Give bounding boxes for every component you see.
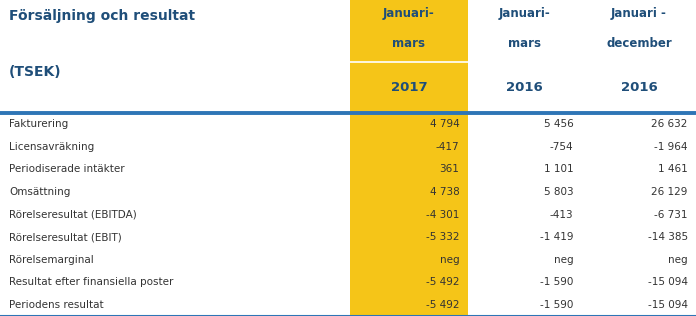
Bar (582, 113, 696, 136)
Text: -1 419: -1 419 (540, 232, 574, 242)
Text: -14 385: -14 385 (647, 232, 688, 242)
Bar (468, 271, 582, 294)
Text: -754: -754 (550, 142, 574, 152)
Bar (0, 0, 350, 113)
Bar (350, 203, 468, 226)
Bar (0, 226, 350, 248)
Text: Januari-: Januari- (383, 7, 435, 20)
Bar (350, 181, 468, 203)
Text: Rörelseresultat (EBIT): Rörelseresultat (EBIT) (9, 232, 122, 242)
Text: Periodiserade intäkter: Periodiserade intäkter (9, 165, 125, 174)
Bar (582, 294, 696, 316)
Text: 2017: 2017 (390, 81, 427, 94)
Text: Licensavräkning: Licensavräkning (9, 142, 94, 152)
Text: -5 332: -5 332 (426, 232, 459, 242)
Bar (582, 181, 696, 203)
Text: mars: mars (508, 37, 541, 50)
Bar (350, 158, 468, 181)
Bar (350, 0, 468, 113)
Text: Januari -: Januari - (611, 7, 667, 20)
Bar (582, 0, 696, 113)
Text: december: december (606, 37, 672, 50)
Bar (582, 136, 696, 158)
Text: -6 731: -6 731 (654, 210, 688, 220)
Text: neg: neg (440, 255, 459, 264)
Text: Rörelsemarginal: Rörelsemarginal (9, 255, 94, 264)
Bar (350, 226, 468, 248)
Text: Periodens resultat: Periodens resultat (9, 300, 104, 310)
Bar (468, 181, 582, 203)
Text: (TSEK): (TSEK) (9, 65, 62, 79)
Bar (0, 136, 350, 158)
Text: -413: -413 (550, 210, 574, 220)
Bar (582, 248, 696, 271)
Text: 26 129: 26 129 (651, 187, 688, 197)
Text: -417: -417 (436, 142, 459, 152)
Text: -15 094: -15 094 (648, 277, 688, 287)
Bar (468, 226, 582, 248)
Text: 4 738: 4 738 (429, 187, 459, 197)
Text: 1 461: 1 461 (658, 165, 688, 174)
Bar (468, 248, 582, 271)
Bar (468, 203, 582, 226)
Bar (582, 271, 696, 294)
Text: Försäljning och resultat: Försäljning och resultat (9, 9, 195, 23)
Bar (582, 158, 696, 181)
Text: Rörelseresultat (EBITDA): Rörelseresultat (EBITDA) (9, 210, 137, 220)
Text: Fakturering: Fakturering (9, 119, 68, 129)
Text: -4 301: -4 301 (426, 210, 459, 220)
Bar (468, 136, 582, 158)
Text: -1 964: -1 964 (654, 142, 688, 152)
Text: 1 101: 1 101 (544, 165, 574, 174)
Bar (350, 294, 468, 316)
Bar (0, 113, 350, 136)
Text: -15 094: -15 094 (648, 300, 688, 310)
Bar (350, 136, 468, 158)
Text: Januari-: Januari- (499, 7, 551, 20)
Text: mars: mars (393, 37, 425, 50)
Text: 361: 361 (439, 165, 459, 174)
Text: -1 590: -1 590 (540, 277, 574, 287)
Text: Resultat efter finansiella poster: Resultat efter finansiella poster (9, 277, 173, 287)
Bar (350, 271, 468, 294)
Bar (0, 203, 350, 226)
Text: neg: neg (668, 255, 688, 264)
Bar (350, 248, 468, 271)
Bar (468, 0, 582, 113)
Bar (468, 113, 582, 136)
Bar (582, 226, 696, 248)
Text: Omsättning: Omsättning (9, 187, 70, 197)
Bar (468, 158, 582, 181)
Text: -1 590: -1 590 (540, 300, 574, 310)
Text: -5 492: -5 492 (426, 300, 459, 310)
Bar (468, 294, 582, 316)
Bar (350, 113, 468, 136)
Text: 4 794: 4 794 (429, 119, 459, 129)
Bar (0, 294, 350, 316)
Bar (0, 158, 350, 181)
Text: -5 492: -5 492 (426, 277, 459, 287)
Text: 2016: 2016 (507, 81, 543, 94)
Bar (0, 181, 350, 203)
Text: 5 803: 5 803 (544, 187, 574, 197)
Text: 2016: 2016 (621, 81, 657, 94)
Bar (0, 271, 350, 294)
Bar (582, 203, 696, 226)
Bar (0, 248, 350, 271)
Text: 26 632: 26 632 (651, 119, 688, 129)
Text: 5 456: 5 456 (544, 119, 574, 129)
Text: neg: neg (554, 255, 574, 264)
